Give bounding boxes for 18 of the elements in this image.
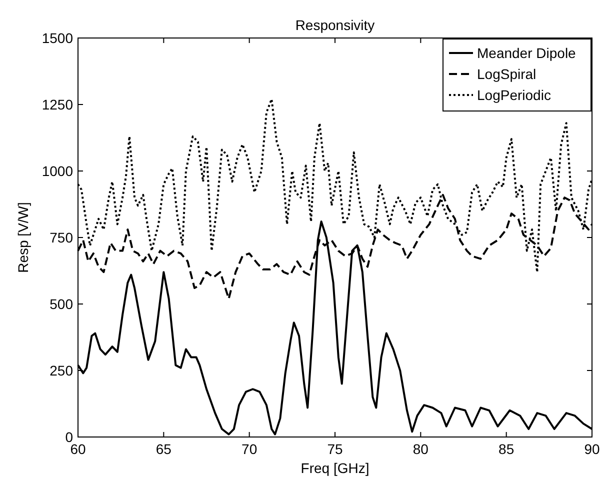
y-axis-title: Resp [V/W] bbox=[15, 202, 31, 273]
legend-label: LogPeriodic bbox=[477, 87, 551, 103]
legend-label: Meander Dipole bbox=[477, 45, 576, 61]
legend-label: LogSpiral bbox=[477, 66, 536, 82]
x-tick-label: 75 bbox=[327, 441, 343, 457]
y-tick-label: 250 bbox=[50, 362, 74, 378]
x-tick-label: 80 bbox=[412, 441, 429, 457]
y-tick-label: 1000 bbox=[42, 163, 74, 179]
x-tick-label: 85 bbox=[498, 441, 514, 457]
y-tick-label: 500 bbox=[50, 296, 74, 312]
y-tick-label: 750 bbox=[50, 230, 74, 246]
x-tick-label: 65 bbox=[156, 441, 172, 457]
x-tick-label: 90 bbox=[584, 441, 600, 457]
chart-title: Responsivity bbox=[295, 17, 375, 33]
x-axis-title: Freq [GHz] bbox=[300, 460, 370, 476]
y-tick-label: 1250 bbox=[42, 96, 74, 112]
y-tick-label: 1500 bbox=[42, 30, 74, 46]
x-tick-label: 70 bbox=[242, 441, 258, 457]
